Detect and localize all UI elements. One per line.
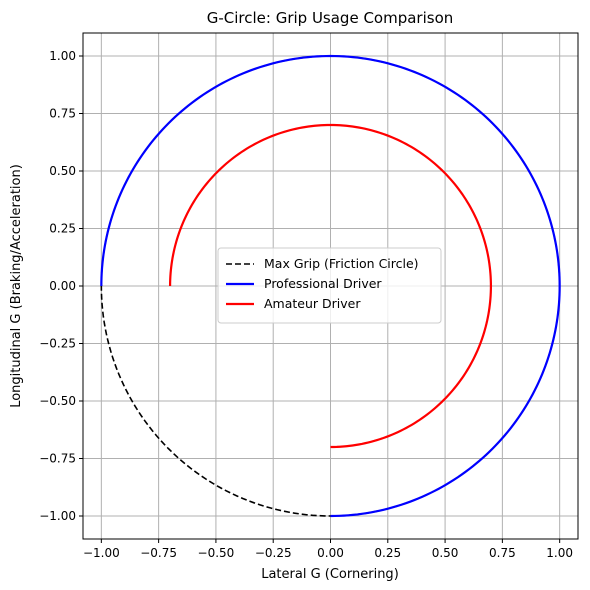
x-tick-label: −0.25 <box>255 546 292 560</box>
series-line-1 <box>100 54 561 518</box>
y-tick-label: 0.75 <box>49 107 76 121</box>
x-tick-label: −0.75 <box>140 546 177 560</box>
x-tick-label: −1.00 <box>83 546 120 560</box>
x-tick-label: 1.00 <box>546 546 573 560</box>
series-line-2 <box>168 123 493 449</box>
x-tick-label: 0.00 <box>317 546 344 560</box>
legend-label-0: Max Grip (Friction Circle) <box>264 256 419 271</box>
legend-label-2: Amateur Driver <box>264 296 361 311</box>
y-axis-ticks: −1.00 −0.75 −0.50 −0.25 0.00 0.25 0.50 0.75 1.00 <box>39 49 83 523</box>
y-tick-label: −0.50 <box>39 394 76 408</box>
x-axis-ticks: −1.00 −0.75 −0.50 −0.25 0.00 0.25 0.50 0.75 1.00 <box>83 539 573 560</box>
y-tick-label: −0.25 <box>39 337 76 351</box>
y-tick-label: 0.00 <box>49 279 76 293</box>
y-tick-label: −1.00 <box>39 509 76 523</box>
x-tick-label: 0.50 <box>432 546 459 560</box>
legend-box <box>217 247 442 324</box>
legend: Max Grip (Friction Circle) Professional D… <box>217 247 442 324</box>
chart-title: G-Circle: Grip Usage Comparison <box>207 9 454 27</box>
x-axis-label: Lateral G (Cornering) <box>261 567 399 582</box>
y-tick-label: 0.25 <box>49 222 76 236</box>
x-tick-label: 0.75 <box>489 546 516 560</box>
y-tick-label: −0.75 <box>39 452 76 466</box>
x-tick-label: −0.50 <box>198 546 235 560</box>
y-axis-label: Longitudinal G (Braking/Acceleration) <box>9 164 24 408</box>
legend-label-1: Professional Driver <box>264 276 382 291</box>
x-tick-label: 0.25 <box>374 546 401 560</box>
y-tick-label: 0.50 <box>49 164 76 178</box>
y-tick-label: 1.00 <box>49 49 76 63</box>
series-lines <box>100 54 561 518</box>
